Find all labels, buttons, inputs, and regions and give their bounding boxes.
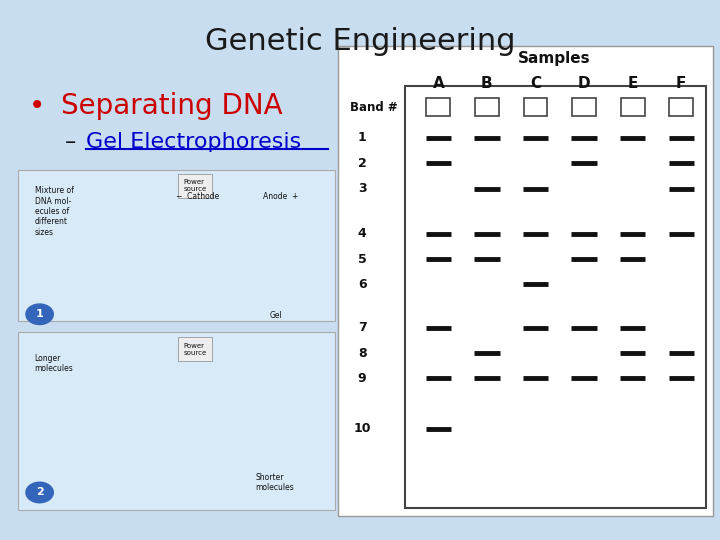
Text: 10: 10 — [354, 422, 371, 435]
Text: Power
source: Power source — [184, 179, 207, 192]
Text: 5: 5 — [358, 253, 366, 266]
Text: 1: 1 — [36, 309, 43, 319]
Text: D: D — [577, 76, 590, 91]
Text: Anode  +: Anode + — [263, 192, 298, 201]
Bar — [572, 98, 596, 116]
Text: 8: 8 — [358, 347, 366, 360]
Text: B: B — [481, 76, 492, 91]
Text: F: F — [676, 76, 686, 91]
Bar — [621, 98, 644, 116]
Bar — [523, 98, 547, 116]
Bar — [338, 46, 713, 516]
Circle shape — [26, 482, 53, 503]
Text: 2: 2 — [36, 488, 43, 497]
Bar — [475, 98, 499, 116]
Text: 1: 1 — [358, 131, 366, 144]
Text: Shorter
molecules: Shorter molecules — [256, 472, 294, 492]
Bar — [426, 98, 450, 116]
Text: –: – — [65, 132, 76, 152]
Text: 4: 4 — [358, 227, 366, 240]
Text: E: E — [628, 76, 638, 91]
Text: Samples: Samples — [518, 51, 590, 66]
Text: Mixture of
DNA mol-
ecules of
different
sizes: Mixture of DNA mol- ecules of different … — [35, 186, 73, 237]
Text: Gel Electrophoresis: Gel Electrophoresis — [86, 132, 302, 152]
Bar — [18, 332, 335, 510]
Text: 6: 6 — [358, 278, 366, 291]
Circle shape — [26, 304, 53, 325]
Bar — [405, 86, 706, 508]
Text: Separating DNA: Separating DNA — [61, 92, 283, 120]
Text: 9: 9 — [358, 372, 366, 385]
Bar — [670, 98, 693, 116]
Text: Gel: Gel — [270, 310, 283, 320]
Text: Genetic Engineering: Genetic Engineering — [204, 27, 516, 56]
Text: −  Cathode: − Cathode — [176, 192, 220, 201]
Text: Longer
molecules: Longer molecules — [35, 354, 73, 373]
Text: C: C — [530, 76, 541, 91]
Text: 7: 7 — [358, 321, 366, 334]
Text: A: A — [433, 76, 444, 91]
Bar — [18, 170, 335, 321]
Text: 2: 2 — [358, 157, 366, 170]
Text: 3: 3 — [358, 182, 366, 195]
Text: •: • — [29, 92, 45, 120]
Text: Band #: Band # — [350, 100, 397, 114]
Text: Power
source: Power source — [184, 343, 207, 356]
